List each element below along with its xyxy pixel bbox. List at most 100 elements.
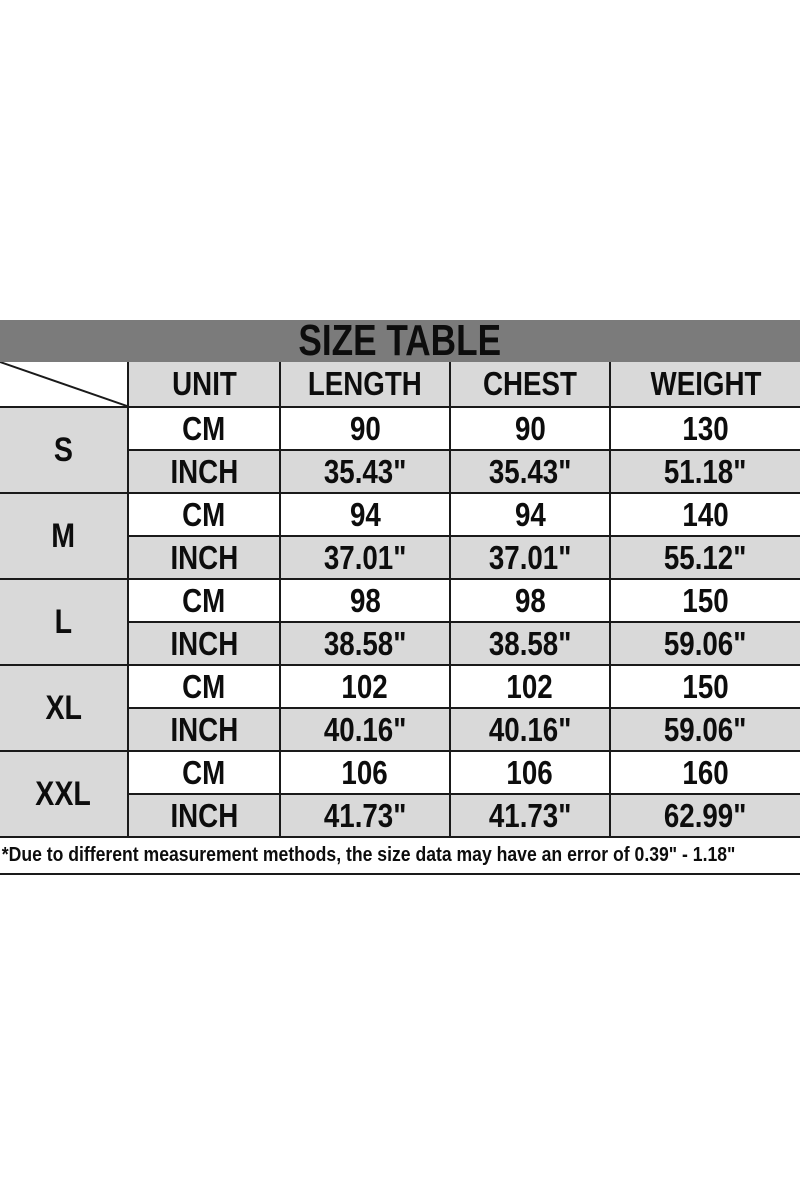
cell-l-inch-unit: INCH <box>128 621 281 666</box>
cell-l-cm-length: 98 <box>279 578 451 623</box>
cell-xl-cm-weight: 150 <box>609 664 800 709</box>
cell-text: 94 <box>349 495 381 533</box>
cell-text: 51.18" <box>664 452 747 490</box>
cell-l-inch-chest: 38.58" <box>449 621 611 666</box>
cell-xxl-inch-chest: 41.73" <box>449 793 611 838</box>
table-row-m-cm: M CM 94 94 140 <box>0 492 800 580</box>
table-row-xxl-cm: XXL CM 106 106 160 <box>0 750 800 838</box>
cell-s-inch-weight: 51.18" <box>609 449 800 494</box>
size-label-s: S <box>0 406 129 494</box>
cell-text: 38.58" <box>323 624 407 662</box>
cell-xl-inch-weight: 59.06" <box>609 707 800 752</box>
size-table-title-band: SIZE TABLE <box>0 320 800 362</box>
cell-xxl-cm-weight: 160 <box>609 750 800 795</box>
size-label-xl: XL <box>0 664 129 752</box>
cell-text: 150 <box>682 667 729 705</box>
cell-m-inch-chest: 37.01" <box>449 535 611 580</box>
column-header-unit: UNIT <box>127 362 281 408</box>
cell-text: 41.73" <box>323 796 407 834</box>
cell-text: INCH <box>170 796 238 834</box>
cell-m-cm-weight: 140 <box>609 492 800 537</box>
cell-l-cm-weight: 150 <box>609 578 800 623</box>
cell-s-cm-weight: 130 <box>609 406 800 451</box>
cell-s-cm-chest: 90 <box>449 406 611 451</box>
cell-text: 98 <box>514 581 546 619</box>
column-header-length: LENGTH <box>279 362 451 408</box>
column-header-chest: CHEST <box>449 362 611 408</box>
cell-xl-inch-length: 40.16" <box>279 707 451 752</box>
cell-m-cm-unit: CM <box>127 492 281 537</box>
size-label-s-text: S <box>53 430 74 469</box>
cell-m-inch-unit: INCH <box>128 535 281 580</box>
cell-xl-cm-chest: 102 <box>449 664 611 709</box>
size-label-l-text: L <box>54 602 73 641</box>
table-row-xl-inch: INCH 40.16" 40.16" 59.06" <box>0 707 800 752</box>
cell-l-cm-chest: 98 <box>449 578 611 623</box>
column-header-weight-label: WEIGHT <box>650 365 761 402</box>
size-table: UNIT LENGTH CHEST WEIGHT S CM 90 90 130 … <box>0 362 800 875</box>
cell-l-cm-unit: CM <box>127 578 281 623</box>
cell-text: CM <box>182 409 226 447</box>
cell-m-inch-length: 37.01" <box>279 535 451 580</box>
column-header-weight: WEIGHT <box>609 362 800 408</box>
cell-text: CM <box>182 753 226 791</box>
header-row: UNIT LENGTH CHEST WEIGHT <box>0 362 800 408</box>
table-row-s-inch: INCH 35.43" 35.43" 51.18" <box>0 449 800 494</box>
table-row-m-inch: INCH 37.01" 37.01" 55.12" <box>0 535 800 580</box>
size-label-m-text: M <box>51 516 76 555</box>
cell-m-cm-length: 94 <box>279 492 451 537</box>
cell-text: 37.01" <box>323 538 407 576</box>
column-header-length-label: LENGTH <box>308 365 422 402</box>
cell-text: 40.16" <box>488 710 572 748</box>
cell-text: 40.16" <box>323 710 407 748</box>
table-row-xxl-inch: INCH 41.73" 41.73" 62.99" <box>0 793 800 838</box>
cell-text: 38.58" <box>488 624 572 662</box>
cell-text: 102 <box>506 667 554 705</box>
cell-text: 98 <box>349 581 381 619</box>
table-row-l-inch: INCH 38.58" 38.58" 59.06" <box>0 621 800 666</box>
cell-text: 35.43" <box>323 452 407 490</box>
cell-text: 140 <box>682 495 729 533</box>
cell-text: 59.06" <box>664 624 747 662</box>
cell-text: 62.99" <box>664 796 747 834</box>
cell-text: INCH <box>170 452 238 490</box>
cell-xxl-cm-chest: 106 <box>449 750 611 795</box>
cell-l-inch-weight: 59.06" <box>609 621 800 666</box>
cell-text: 37.01" <box>488 538 572 576</box>
size-label-xxl-text: XXL <box>35 774 92 813</box>
size-table-title: SIZE TABLE <box>298 320 502 362</box>
cell-text: 41.73" <box>488 796 572 834</box>
size-chart: SIZE TABLE UNIT LENGTH CHEST WEIGHT <box>0 320 800 875</box>
cell-text: 106 <box>341 753 389 791</box>
measurement-disclaimer: *Due to different measurement methods, t… <box>1 844 736 866</box>
cell-text: CM <box>182 495 226 533</box>
cell-text: 102 <box>341 667 389 705</box>
cell-text: 160 <box>682 753 729 791</box>
table-row-xl-cm: XL CM 102 102 150 <box>0 664 800 752</box>
cell-xxl-inch-weight: 62.99" <box>609 793 800 838</box>
column-header-chest-label: CHEST <box>483 365 577 402</box>
cell-text: 55.12" <box>664 538 747 576</box>
cell-m-cm-chest: 94 <box>449 492 611 537</box>
cell-text: 150 <box>682 581 729 619</box>
cell-s-inch-chest: 35.43" <box>449 449 611 494</box>
table-row-l-cm: L CM 98 98 150 <box>0 578 800 666</box>
cell-l-inch-length: 38.58" <box>279 621 451 666</box>
size-label-l: L <box>0 578 129 666</box>
size-label-m: M <box>0 492 129 580</box>
cell-text: INCH <box>170 538 238 576</box>
diagonal-header-cell <box>0 362 129 408</box>
cell-xxl-inch-unit: INCH <box>128 793 281 838</box>
footnote-row: *Due to different measurement methods, t… <box>0 836 800 875</box>
cell-xl-cm-unit: CM <box>127 664 281 709</box>
cell-text: 90 <box>349 409 381 447</box>
cell-xl-inch-chest: 40.16" <box>449 707 611 752</box>
cell-text: CM <box>182 667 226 705</box>
cell-text: 59.06" <box>664 710 747 748</box>
cell-s-cm-length: 90 <box>279 406 451 451</box>
footnote-cell: *Due to different measurement methods, t… <box>0 836 800 875</box>
cell-text: 130 <box>682 409 729 447</box>
cell-xxl-cm-length: 106 <box>279 750 451 795</box>
cell-xxl-inch-length: 41.73" <box>279 793 451 838</box>
table-row-s-cm: S CM 90 90 130 <box>0 406 800 494</box>
